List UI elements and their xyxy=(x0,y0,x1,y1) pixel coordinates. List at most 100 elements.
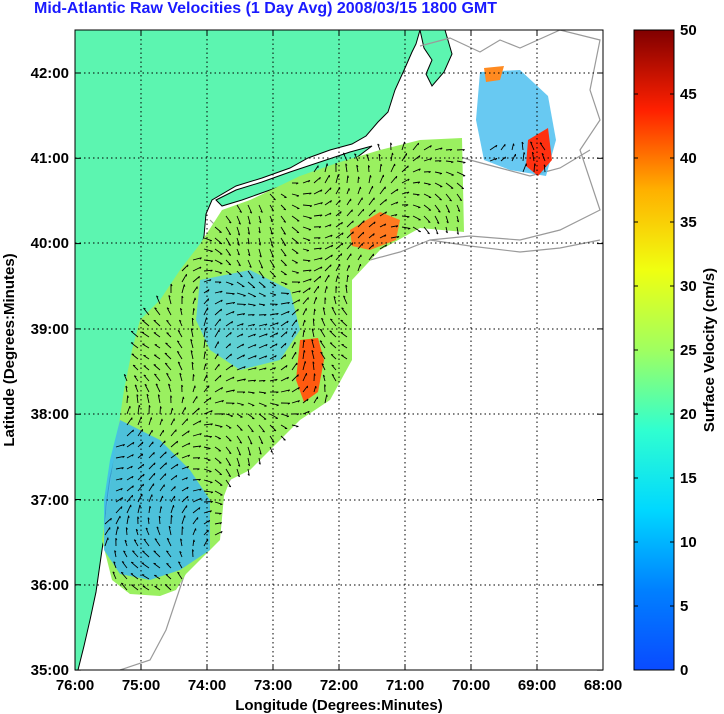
velocity-arrow-head xyxy=(199,433,202,436)
velocity-arrow-head xyxy=(385,211,387,214)
velocity-arrow xyxy=(335,221,343,228)
velocity-arrow-head xyxy=(260,266,263,269)
velocity-arrow xyxy=(302,361,306,371)
velocity-arrow xyxy=(142,550,150,558)
velocity-arrow-head xyxy=(121,561,125,563)
velocity-arrow-head xyxy=(335,286,338,289)
velocity-arrow-head xyxy=(457,209,461,212)
velocity-arrow-head xyxy=(284,264,287,267)
velocity-hotspot-ne xyxy=(526,128,552,176)
velocity-arrow-head xyxy=(228,464,231,466)
velocity-arrow-head xyxy=(181,526,184,529)
velocity-arrow xyxy=(132,364,139,371)
velocity-arrow xyxy=(203,385,210,393)
y-tick-label: 41:00 xyxy=(31,150,69,167)
velocity-arrow-head xyxy=(198,478,201,481)
velocity-arrow-head xyxy=(183,284,186,287)
velocity-arrow-head xyxy=(397,236,400,239)
velocity-arrow xyxy=(335,275,339,283)
velocity-arrow-head xyxy=(117,526,119,529)
velocity-arrow-head xyxy=(114,550,117,553)
velocity-arrow xyxy=(269,270,276,278)
velocity-arrow xyxy=(120,582,128,591)
velocity-arrow-head xyxy=(273,367,276,370)
velocity-arrow-head xyxy=(312,361,315,364)
velocity-arrow-head xyxy=(179,551,182,554)
velocity-arrow xyxy=(368,209,376,217)
velocity-arrow xyxy=(342,152,348,162)
velocity-arrow xyxy=(258,226,261,234)
velocity-arrow xyxy=(390,225,398,228)
velocity-arrow xyxy=(214,479,223,486)
velocity-arrow-head xyxy=(210,410,213,413)
velocity-arrow xyxy=(511,143,514,151)
velocity-arrow-head xyxy=(446,221,449,224)
velocity-arrow-head xyxy=(221,400,224,403)
velocity-arrow xyxy=(214,329,220,338)
velocity-arrow-head xyxy=(139,504,141,508)
velocity-arrow xyxy=(164,584,172,591)
velocity-arrow xyxy=(335,174,339,184)
velocity-arrow xyxy=(192,308,195,316)
velocity-arrow-head xyxy=(199,420,202,423)
velocity-arrow-head xyxy=(237,233,241,236)
velocity-arrow xyxy=(166,563,172,569)
velocity-arrow-head xyxy=(160,506,163,509)
velocity-arrow-head xyxy=(120,478,123,481)
velocity-arrow xyxy=(335,253,343,261)
velocity-arrow xyxy=(324,264,332,272)
velocity-arrow xyxy=(322,307,326,316)
velocity-arrow-head xyxy=(283,439,286,441)
velocity-arrow xyxy=(181,407,186,415)
velocity-arrow-head xyxy=(166,319,169,322)
velocity-arrow xyxy=(126,429,134,437)
velocity-arrow-head xyxy=(230,353,232,357)
velocity-arrow-head xyxy=(177,361,181,364)
velocity-arrow xyxy=(302,297,309,305)
velocity-arrow xyxy=(445,182,454,189)
velocity-arrow-head xyxy=(166,550,169,553)
velocity-arrow xyxy=(214,308,222,316)
velocity-arrow-head xyxy=(259,220,262,224)
velocity-arrow xyxy=(345,163,348,173)
velocity-arrow xyxy=(247,402,255,406)
velocity-arrow xyxy=(302,373,307,382)
velocity-arrow-head xyxy=(418,155,421,158)
velocity-arrow-head xyxy=(407,228,411,230)
velocity-arrow-head xyxy=(219,272,223,274)
velocity-arrow xyxy=(269,193,276,201)
velocity-arrow xyxy=(247,379,256,382)
velocity-arrow-head xyxy=(297,374,299,377)
velocity-arrow-head xyxy=(166,562,169,565)
velocity-arrow xyxy=(340,332,348,338)
velocity-arrow-head xyxy=(243,366,246,369)
velocity-arrow-head xyxy=(198,407,200,411)
velocity-arrow-head xyxy=(335,162,338,166)
velocity-arrow-head xyxy=(206,317,208,320)
velocity-arrow xyxy=(192,528,197,536)
velocity-arrow-head xyxy=(306,398,309,402)
velocity-arrow-head xyxy=(463,162,466,164)
velocity-arrow xyxy=(170,429,177,437)
velocity-arrow xyxy=(324,254,333,261)
velocity-arrow xyxy=(126,405,131,415)
velocity-arrow xyxy=(225,468,231,477)
velocity-arrow-head xyxy=(199,498,202,501)
colorbar-tick-label: 25 xyxy=(680,342,697,359)
velocity-arrow-head xyxy=(125,385,128,388)
velocity-arrow xyxy=(302,339,305,349)
velocity-arrow xyxy=(192,433,202,437)
velocity-arrow xyxy=(258,424,265,433)
velocity-arrow-head xyxy=(121,497,124,500)
velocity-arrow xyxy=(247,303,256,306)
velocity-arrow-head xyxy=(308,287,311,291)
velocity-arrow xyxy=(324,274,330,283)
velocity-arrow xyxy=(192,420,202,426)
velocity-arrow xyxy=(177,330,183,338)
velocity-arrow-head xyxy=(138,404,141,408)
velocity-arrow-head xyxy=(192,374,195,377)
velocity-arrow xyxy=(291,400,300,404)
velocity-arrow xyxy=(192,539,195,547)
velocity-arrow xyxy=(192,478,201,481)
velocity-arrow xyxy=(166,373,172,382)
